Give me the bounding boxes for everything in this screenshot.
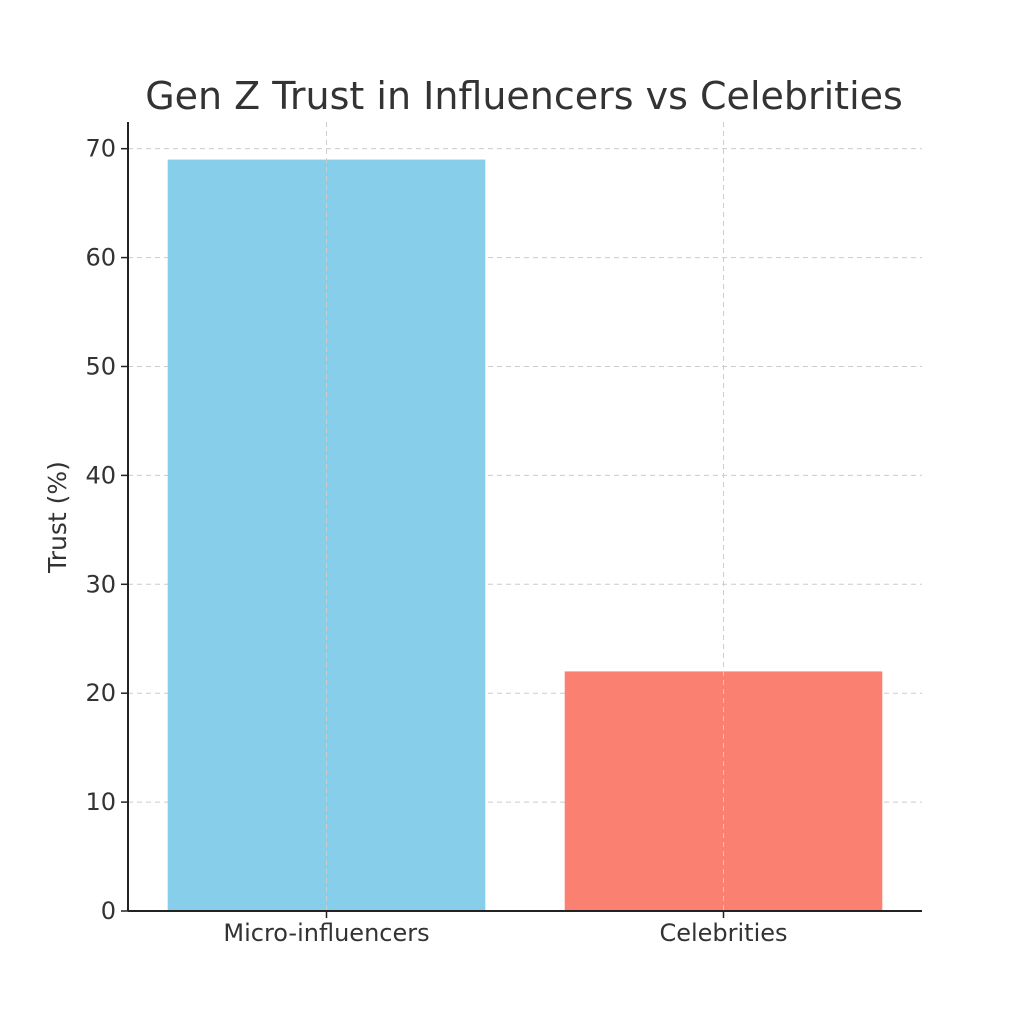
x-tick-label: Micro-influencers [223,919,429,947]
y-tick-label: 60 [85,244,116,272]
bars [167,122,883,912]
y-tick-label: 40 [85,461,116,489]
y-tick-label: 50 [85,352,116,380]
y-tick-label: 0 [101,897,116,925]
y-tick-label: 30 [85,570,116,598]
y-axis-label: Trust (%) [43,461,72,574]
y-tick-label: 20 [85,679,116,707]
chart-title: Gen Z Trust in Influencers vs Celebritie… [145,74,903,118]
x-tick-label: Celebrities [659,919,787,947]
tick-labels: 0 10 20 30 40 50 60 70 Micro-influencers Celebrit… [85,135,787,947]
y-tick-label: 70 [85,135,116,163]
y-tick-label: 10 [85,788,116,816]
axes [121,122,922,918]
